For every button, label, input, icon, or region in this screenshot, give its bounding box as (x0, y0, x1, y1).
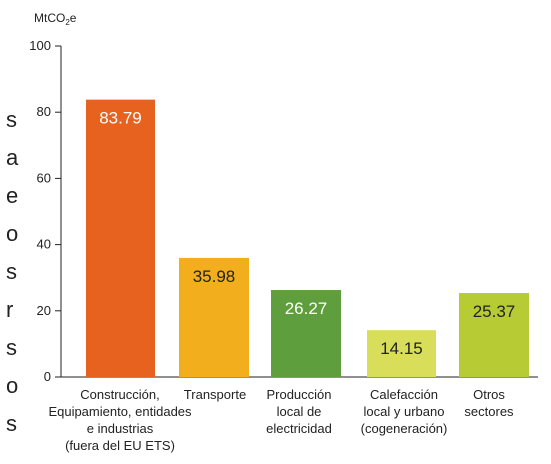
clipped-letter: s (6, 107, 17, 132)
bar (271, 290, 341, 377)
clipped-letter: r (6, 297, 13, 322)
y-tick-label: 0 (44, 369, 51, 384)
y-tick-label: 100 (29, 38, 51, 53)
clipped-letter: o (6, 373, 18, 398)
y-tick-label: 60 (37, 170, 51, 185)
category-labels: Construcción, Equipamiento, entidades e in… (48, 387, 514, 453)
clipped-letter: s (6, 335, 17, 360)
category-label: Construcción, Equipamiento, entidades e in… (48, 387, 192, 453)
bars: 83.79 35.98 26.27 14.15 25.37 (86, 99, 529, 378)
bar (367, 330, 436, 377)
y-tick-label: 20 (37, 303, 51, 318)
bar (459, 293, 529, 377)
bar (179, 257, 249, 377)
category-label: Transporte (184, 387, 246, 402)
category-label: Producción local de electricidad (266, 387, 332, 436)
y-tick-label: 40 (37, 237, 51, 252)
bar-value-label: 14.15 (380, 339, 423, 358)
bar-value-label: 83.79 (99, 109, 142, 128)
y-tick-label: 80 (37, 104, 51, 119)
y-axis-unit-label: MtCO2e (34, 11, 77, 27)
clipped-letter: s (6, 259, 17, 284)
clipped-letter: e (6, 183, 18, 208)
category-label: Otros sectores (464, 387, 514, 419)
bar-value-label: 25.37 (473, 302, 516, 321)
clipped-letter: s (6, 411, 17, 436)
bar (86, 99, 155, 378)
category-label: Calefacción local y urbano (cogeneración) (361, 387, 448, 436)
clipped-letter: o (6, 221, 18, 246)
bar-value-label: 26.27 (285, 299, 328, 318)
bar-value-label: 35.98 (193, 267, 236, 286)
clipped-letter: a (6, 145, 19, 170)
